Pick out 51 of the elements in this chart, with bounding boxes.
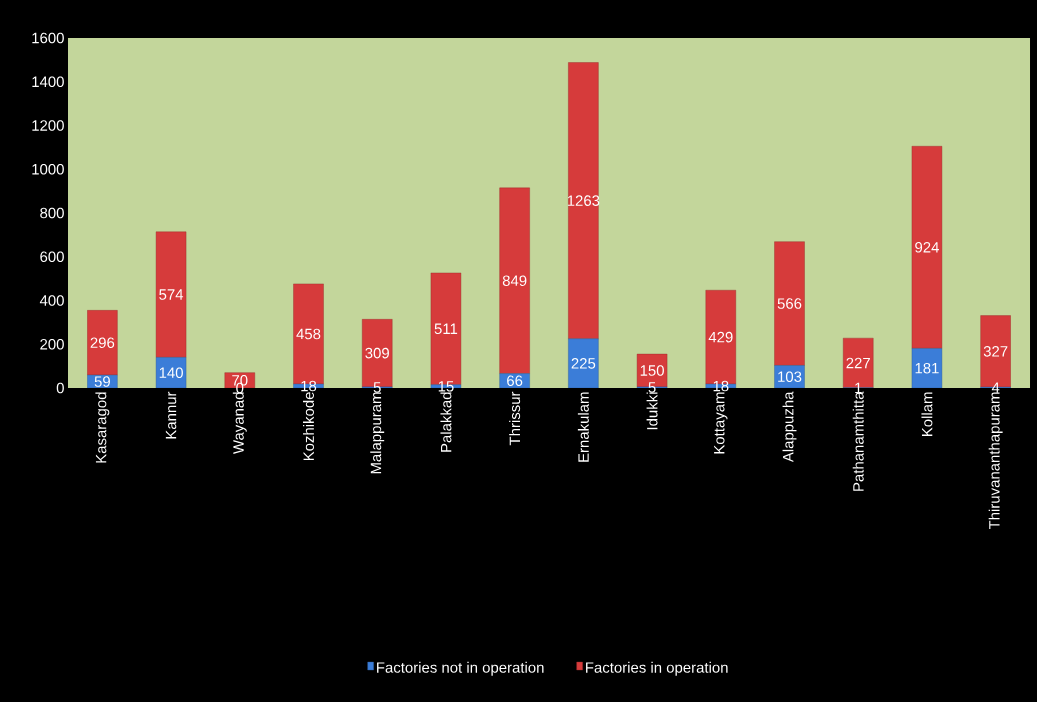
x-tick-label: Alappuzha [782, 391, 797, 463]
data-label: 309 [365, 347, 389, 359]
data-label: 924 [915, 242, 939, 253]
x-tick-label: Wayanad [232, 392, 247, 455]
data-label: 103 [778, 371, 802, 383]
bar [568, 62, 599, 339]
legend-label: Factories in operation [586, 661, 728, 676]
x-tick-label: Kozhikode [303, 392, 314, 461]
data-label: 5 [648, 382, 656, 393]
bar [774, 241, 805, 366]
x-tick-label: Pathanamthitta [852, 391, 864, 491]
x-tick-label: Idukki [646, 392, 658, 430]
data-label: 4 [991, 382, 1000, 393]
data-label: 181 [915, 362, 939, 374]
y-tick-label: 0 [56, 382, 64, 394]
y-tick-label: 1600 [32, 32, 64, 44]
bar [911, 146, 943, 349]
data-label: 458 [296, 328, 321, 340]
data-label: 225 [571, 358, 596, 369]
y-tick-label: 1400 [32, 76, 64, 88]
x-tick-label: Kottayam [714, 392, 728, 454]
data-label: 227 [846, 357, 870, 369]
data-label: 849 [502, 275, 527, 286]
y-tick-label: 1200 [32, 120, 64, 131]
bar [499, 187, 530, 374]
x-tick-label: Kollam [921, 392, 933, 436]
x-tick-label: Malappuram [370, 392, 385, 474]
x-tick-label: Thiruvananthapuram [988, 392, 1003, 530]
bar [155, 231, 187, 358]
data-label: 5 [373, 382, 381, 393]
legend-label: Factories not in operation [377, 661, 544, 676]
x-tick-label: Ernakulam [577, 392, 589, 462]
y-tick-label: 200 [40, 338, 64, 350]
data-label: 574 [159, 289, 184, 300]
x-tick-label: Kannur [165, 391, 177, 439]
data-label: 140 [159, 367, 183, 378]
data-label: 59 [94, 376, 110, 387]
x-tick-label: Thrissur [509, 391, 521, 446]
data-label: 511 [434, 323, 458, 335]
y-tick-label: 800 [40, 207, 64, 219]
data-label: 66 [507, 375, 523, 387]
y-tick-label: 600 [40, 251, 64, 263]
data-label: 327 [983, 346, 1008, 357]
x-tick-label: Palakkad [440, 392, 452, 452]
data-label: 566 [777, 298, 802, 309]
y-tick-label: 1000 [32, 163, 64, 175]
x-tick-label: Kasaragod [95, 392, 110, 463]
y-tick-label: 400 [39, 295, 64, 306]
data-label: 150 [640, 365, 664, 376]
data-label: 429 [708, 331, 733, 343]
data-label: 296 [90, 337, 115, 348]
